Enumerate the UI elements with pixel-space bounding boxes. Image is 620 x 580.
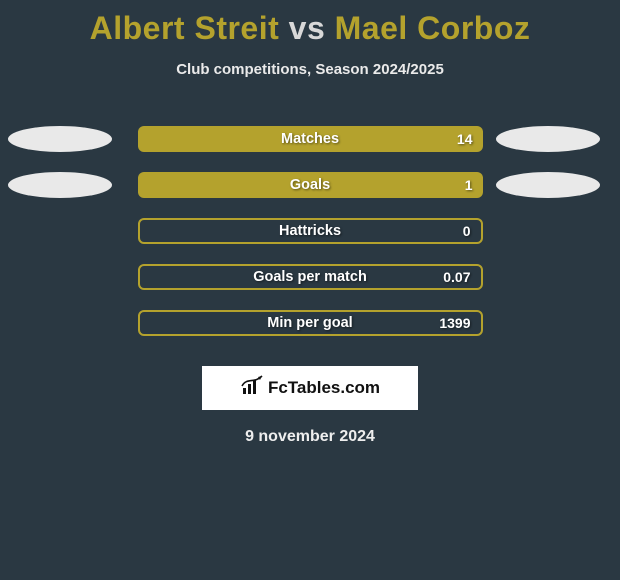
player2-name: Mael Corboz [335, 10, 531, 46]
stat-label: Matches [138, 131, 483, 147]
stat-bar: Goals1 [138, 172, 483, 198]
stat-value: 1 [465, 177, 473, 193]
stat-value: 0 [463, 223, 471, 239]
date-text: 9 november 2024 [0, 428, 620, 446]
stat-bar: Goals per match0.07 [138, 264, 483, 290]
stat-row: Hattricks0 [0, 208, 620, 254]
subtitle: Club competitions, Season 2024/2025 [0, 61, 620, 78]
comparison-title: Albert Streit vs Mael Corboz [0, 0, 620, 47]
brand-chart-icon [240, 374, 264, 403]
stat-bar: Hattricks0 [138, 218, 483, 244]
stat-bar: Min per goal1399 [138, 310, 483, 336]
stat-value: 0.07 [443, 269, 470, 285]
stat-row: Goals per match0.07 [0, 254, 620, 300]
stat-label: Goals per match [140, 269, 481, 285]
stat-row: Goals1 [0, 162, 620, 208]
player2-ellipse [496, 172, 600, 198]
stat-label: Goals [138, 177, 483, 193]
stat-row: Matches14 [0, 116, 620, 162]
player2-ellipse [496, 126, 600, 152]
player1-name: Albert Streit [90, 10, 280, 46]
stat-bar: Matches14 [138, 126, 483, 152]
vs-text: vs [289, 10, 326, 46]
stat-value: 14 [457, 131, 473, 147]
stat-row: Min per goal1399 [0, 300, 620, 346]
brand-box: FcTables.com [202, 366, 418, 410]
stat-rows: Matches14 Goals1 Hattricks0 Goals per match… [0, 116, 620, 346]
stat-value: 1399 [439, 315, 470, 331]
brand-text: FcTables.com [268, 378, 380, 398]
player1-ellipse [8, 126, 112, 152]
player1-ellipse [8, 172, 112, 198]
stat-label: Hattricks [140, 223, 481, 239]
stat-label: Min per goal [140, 315, 481, 331]
brand-inner: FcTables.com [240, 374, 380, 403]
